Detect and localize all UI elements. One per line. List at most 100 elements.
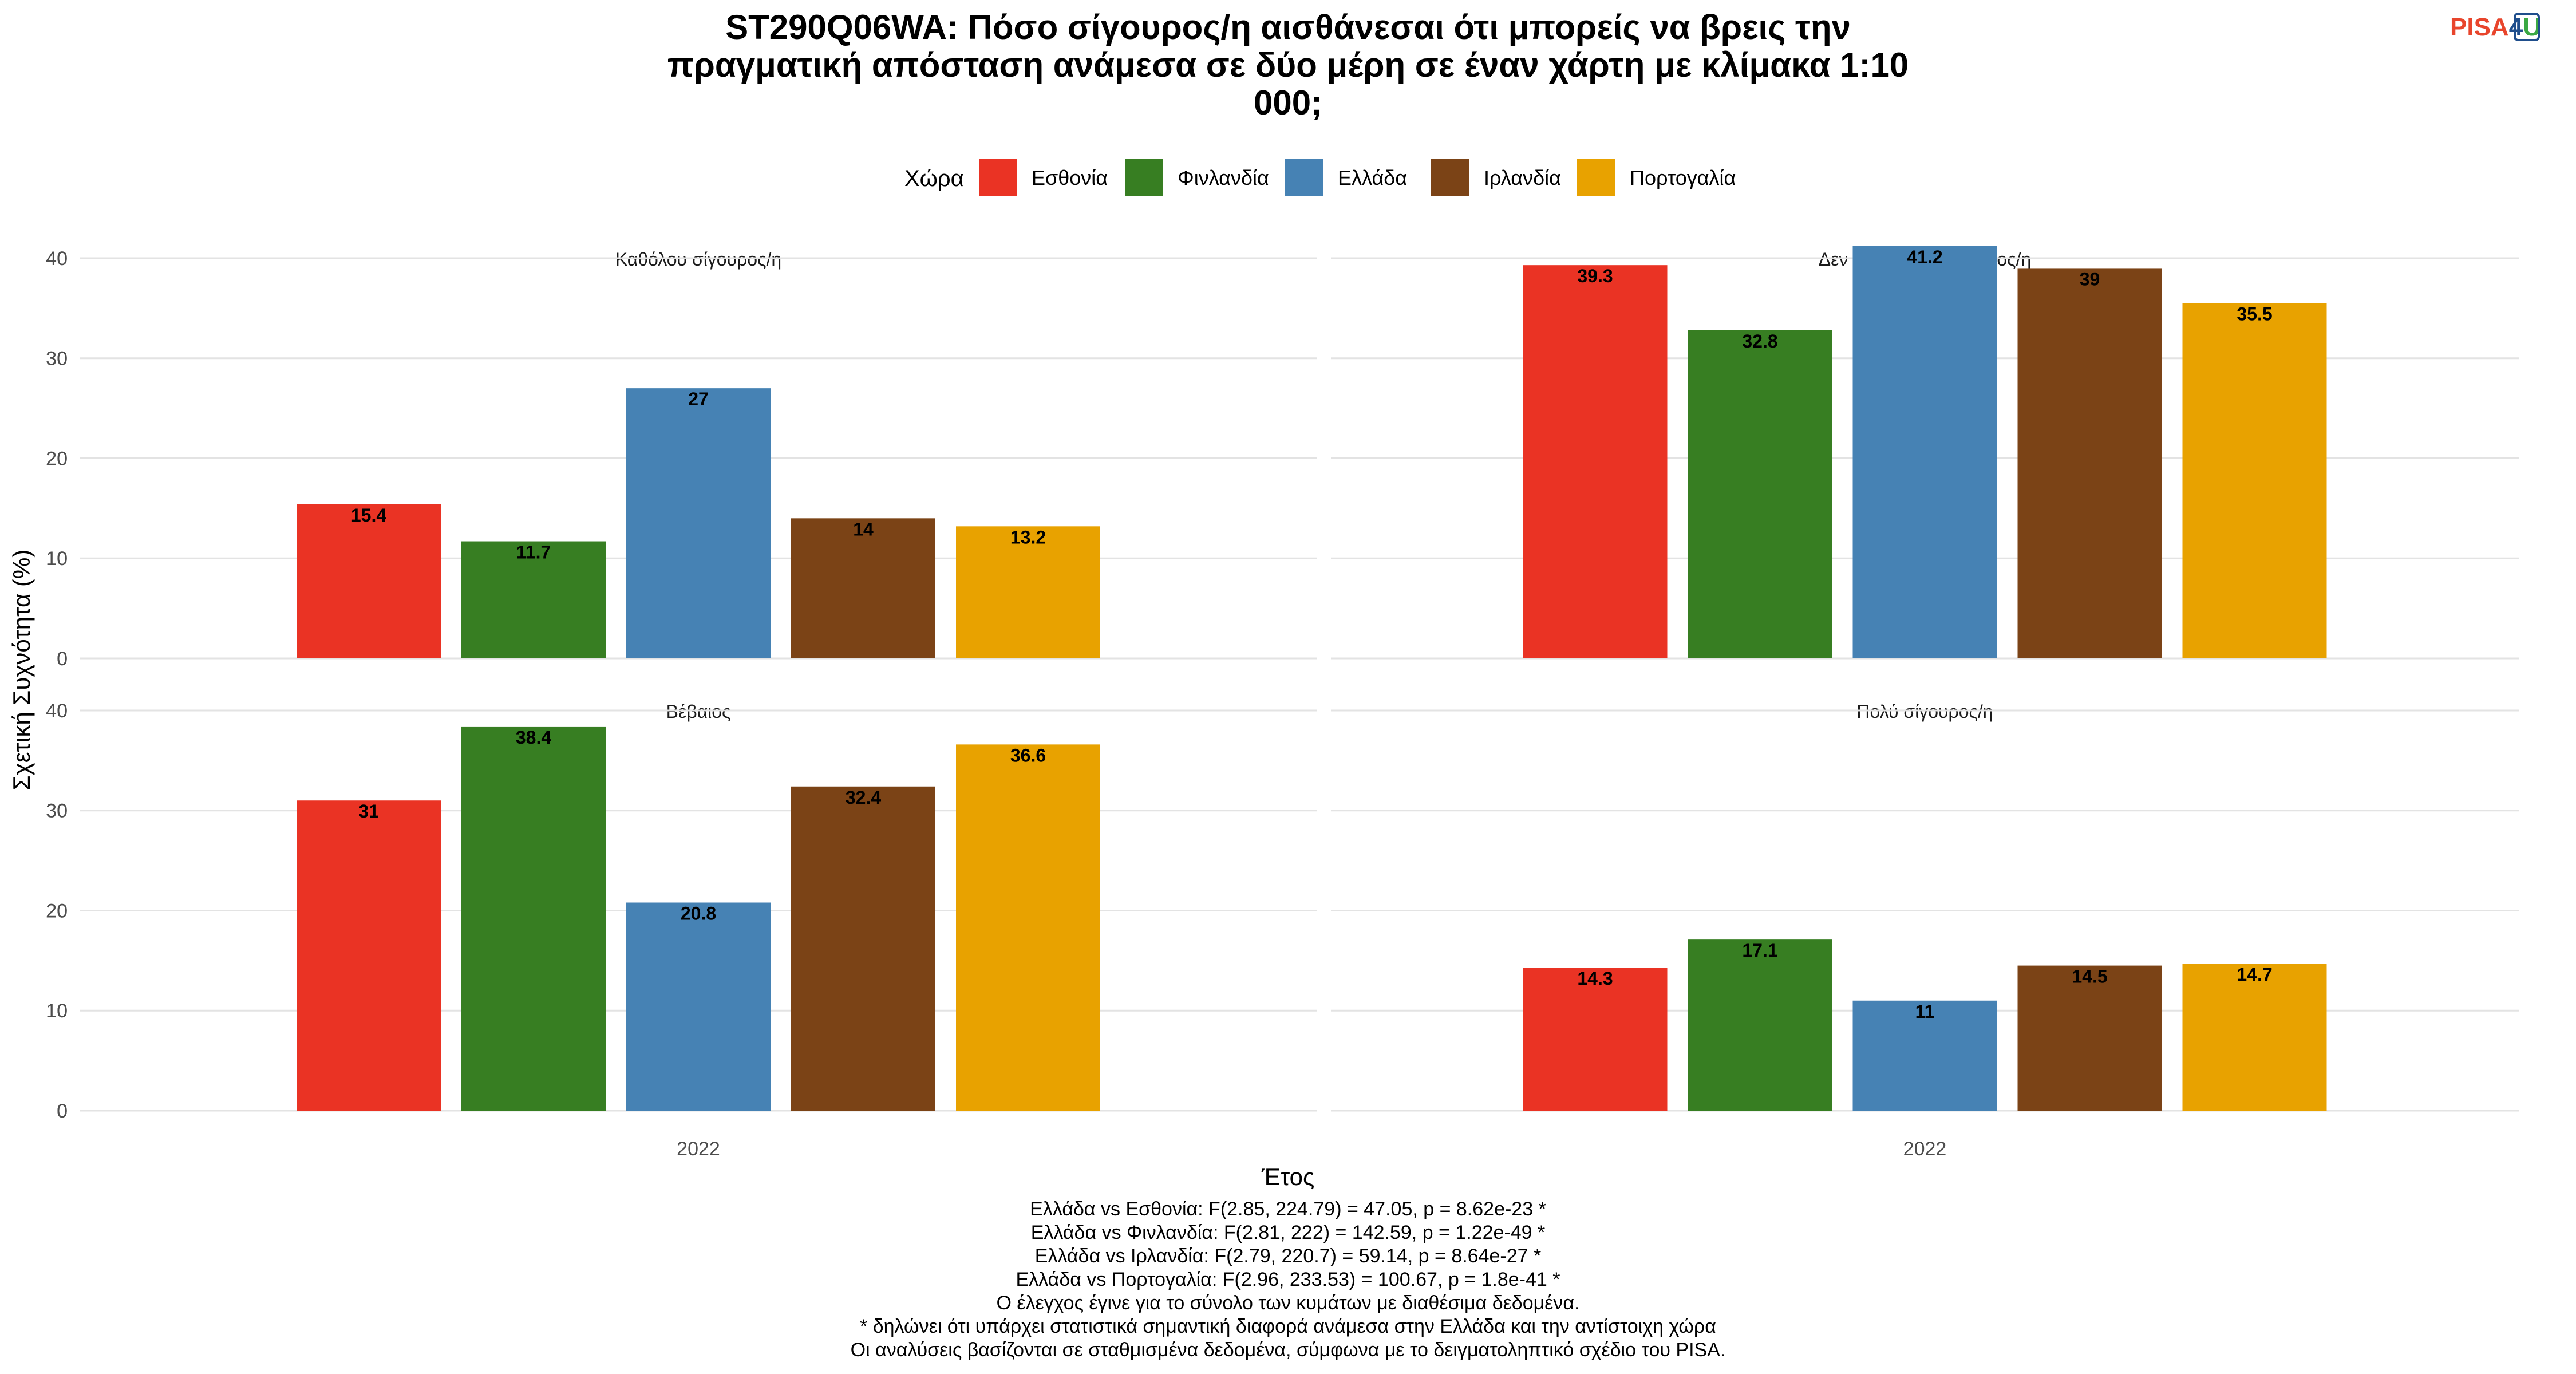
chart-title: ST290Q06WA: Πόσο σίγουρος/η αισθάνεσαι ό… bbox=[667, 8, 1909, 122]
facet-panel: Καθόλου σίγουρος/η 0 10 20 30 40 15.4 11.7 27 14 1… bbox=[46, 248, 1317, 670]
y-tick-label: 10 bbox=[46, 548, 68, 570]
y-tick-label: 40 bbox=[46, 700, 68, 722]
bar bbox=[297, 504, 441, 658]
bar-value-label: 14.7 bbox=[2237, 964, 2272, 985]
bar bbox=[626, 902, 771, 1111]
footnotes: Ελλάδα vs Εσθονία: F(2.85, 224.79) = 47.… bbox=[851, 1198, 1726, 1361]
bar bbox=[297, 800, 441, 1111]
facet-panel: Πολύ σίγουρος/η 0 10 20 30 40 14.3 17.1 11 14.5 14… bbox=[46, 700, 2519, 1122]
bar-value-label: 17.1 bbox=[1742, 940, 1777, 961]
y-tick-label: 30 bbox=[46, 348, 68, 370]
y-tick-label: 20 bbox=[46, 448, 68, 469]
footnote-line: Ελλάδα vs Εσθονία: F(2.85, 224.79) = 47.… bbox=[1030, 1198, 1546, 1220]
bar-value-label: 14.3 bbox=[1577, 968, 1613, 989]
y-tick-label: 0 bbox=[57, 1100, 68, 1122]
bar bbox=[461, 541, 606, 658]
y-tick-label: 40 bbox=[46, 700, 68, 722]
legend-swatch bbox=[1577, 159, 1615, 196]
bar-value-label: 11 bbox=[1915, 1001, 1935, 1022]
facet-panels: Καθόλου σίγουρος/η 0 10 20 30 40 15.4 11.7 27 14 1… bbox=[46, 246, 2519, 1122]
logo-text: PISA4U bbox=[2450, 13, 2541, 41]
facet-panel: Δεν είμαι πολύ σίγουρος/η01020304039.332… bbox=[46, 246, 2519, 670]
bar-value-label: 39 bbox=[2080, 269, 2100, 289]
pisa4u-logo: PISA4U bbox=[2450, 13, 2541, 41]
footnote-line: Ο έλεγχος έγινε για το σύνολο των κυμάτω… bbox=[997, 1292, 1580, 1314]
logo-text-main: PISA bbox=[2450, 13, 2509, 41]
legend-label: Πορτογαλία bbox=[1630, 166, 1736, 189]
bar-value-label: 31 bbox=[358, 801, 379, 822]
bar-value-label: 14 bbox=[853, 519, 874, 539]
bar bbox=[1688, 330, 1832, 658]
y-tick-label: 30 bbox=[46, 348, 68, 370]
logo-box bbox=[2514, 13, 2540, 41]
bar bbox=[2182, 964, 2327, 1111]
y-tick-label: 30 bbox=[46, 800, 68, 822]
bar-value-label: 36.6 bbox=[1010, 745, 1046, 765]
bar bbox=[2182, 303, 2327, 658]
legend-swatch bbox=[1125, 159, 1163, 196]
bar-value-label: 15.4 bbox=[351, 505, 386, 526]
bar-value-label: 14.5 bbox=[2072, 966, 2107, 987]
y-axis-title: Σχετική Συχνότητα (%) bbox=[8, 550, 35, 791]
legend-label: Ελλάδα bbox=[1338, 166, 1407, 189]
y-tick-label: 20 bbox=[46, 900, 68, 922]
logo-text-number: 4 bbox=[2509, 13, 2523, 41]
bar bbox=[1523, 968, 1668, 1111]
x-tick-label: 2022 bbox=[1903, 1138, 1947, 1160]
chart-title-line: ST290Q06WA: Πόσο σίγουρος/η αισθάνεσαι ό… bbox=[725, 8, 1851, 46]
y-tick-label: 0 bbox=[57, 648, 68, 670]
axis-labels: 2022 2022 Έτος Σχετική Συχνότητα (%) bbox=[8, 550, 1946, 1190]
y-tick-label: 20 bbox=[46, 448, 68, 469]
bar bbox=[1523, 265, 1668, 659]
footnote-line: Ελλάδα vs Πορτογαλία: F(2.96, 233.53) = … bbox=[1016, 1269, 1560, 1290]
facet-title: Καθόλου σίγουρος/η bbox=[615, 249, 781, 270]
legend: Χώρα Εσθονία Φινλανδία Ελλάδα Ιρλανδία Πορτογ… bbox=[904, 159, 1736, 196]
bar-value-label: 41.2 bbox=[1907, 247, 1942, 267]
y-tick-label: 10 bbox=[46, 1000, 68, 1022]
legend-label: Εσθονία bbox=[1032, 166, 1108, 189]
bar-value-label: 32.4 bbox=[846, 787, 881, 808]
y-tick-label: 10 bbox=[46, 548, 68, 570]
legend-swatch bbox=[1285, 159, 1323, 196]
bar-value-label: 20.8 bbox=[681, 903, 716, 923]
bar bbox=[791, 518, 935, 658]
chart-title-line: 000; bbox=[1254, 84, 1322, 122]
y-tick-label: 40 bbox=[46, 248, 68, 270]
y-tick-label: 20 bbox=[46, 900, 68, 922]
legend-swatch bbox=[979, 159, 1017, 196]
bar bbox=[1852, 246, 1997, 658]
facet-title: Πολύ σίγουρος/η bbox=[1856, 701, 1993, 722]
bar bbox=[956, 744, 1100, 1111]
bar bbox=[1688, 939, 1832, 1111]
facet-title: Βέβαιος bbox=[666, 701, 731, 722]
x-tick-label: 2022 bbox=[677, 1138, 720, 1160]
y-tick-label: 0 bbox=[57, 1100, 68, 1122]
legend-swatch bbox=[1431, 159, 1469, 196]
bar-value-label: 27 bbox=[688, 389, 709, 409]
bar bbox=[626, 388, 771, 658]
y-tick-label: 40 bbox=[46, 248, 68, 270]
y-tick-label: 10 bbox=[46, 1000, 68, 1022]
x-axis-title: Έτος bbox=[1261, 1163, 1315, 1190]
bar-value-label: 38.4 bbox=[516, 727, 551, 748]
facet-panel: Βέβαιος 0 10 20 30 40 31 38.4 20.8 32.4 36.6 bbox=[46, 700, 1317, 1122]
footnote-line: Οι αναλύσεις βασίζονται σε σταθμισμένα δ… bbox=[851, 1339, 1726, 1361]
footnote-line: * δηλώνει ότι υπάρχει στατιστικά σημαντι… bbox=[860, 1316, 1716, 1337]
footnote-line: Ελλάδα vs Ιρλανδία: F(2.79, 220.7) = 59.… bbox=[1035, 1245, 1541, 1267]
bar bbox=[1852, 1000, 1997, 1111]
bar bbox=[956, 526, 1100, 658]
bar bbox=[461, 726, 606, 1111]
bar-value-label: 13.2 bbox=[1010, 527, 1046, 547]
chart-title-line: πραγματική απόσταση ανάμεσα σε δύο μέρη … bbox=[667, 46, 1909, 84]
y-tick-label: 0 bbox=[57, 648, 68, 670]
bar-value-label: 11.7 bbox=[516, 542, 551, 563]
footnote-line: Ελλάδα vs Φινλανδία: F(2.81, 222) = 142.… bbox=[1031, 1222, 1546, 1243]
bar bbox=[791, 786, 935, 1111]
legend-label: Φινλανδία bbox=[1178, 166, 1269, 189]
y-tick-label: 30 bbox=[46, 800, 68, 822]
bar bbox=[2017, 965, 2162, 1111]
bar-value-label: 32.8 bbox=[1742, 331, 1777, 352]
bar-value-label: 35.5 bbox=[2237, 304, 2272, 325]
legend-label: Ιρλανδία bbox=[1484, 166, 1561, 189]
